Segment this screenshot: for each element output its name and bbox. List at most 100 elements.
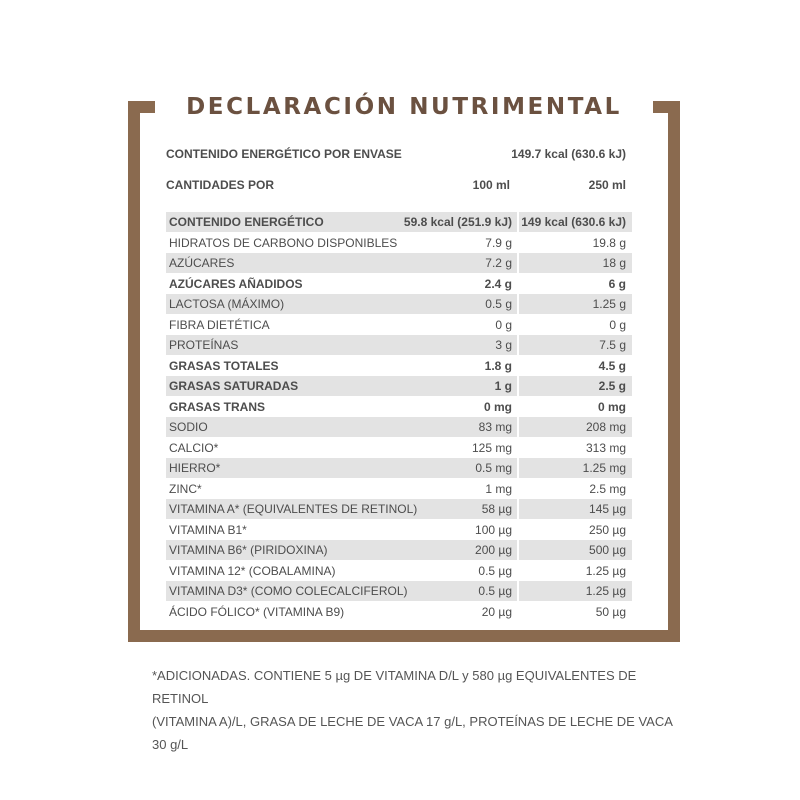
table-row: AZÚCARES 7.2 g 18 g bbox=[166, 253, 632, 274]
nutrient-name: ÁCIDO FÓLICO* (VITAMINA B9) bbox=[169, 604, 345, 619]
nutrient-name: GRASAS SATURADAS bbox=[169, 379, 299, 393]
column-divider bbox=[517, 253, 519, 273]
nutrient-name: GRASAS TRANS bbox=[169, 399, 266, 414]
nutrient-name: VITAMINA 12* (COBALAMINA) bbox=[169, 563, 336, 578]
quantities-col-250ml: 250 ml bbox=[588, 178, 626, 192]
column-divider bbox=[517, 519, 519, 539]
value-per-250ml: 0 g bbox=[609, 317, 626, 332]
value-per-250ml: 1.25 µg bbox=[585, 563, 626, 578]
table-row: FIBRA DIETÉTICA 0 g 0 g bbox=[166, 314, 632, 335]
value-per-100ml: 2.4 g bbox=[484, 276, 512, 291]
table-row: VITAMINA D3* (COMO COLECALCIFEROL) 0.5 µg… bbox=[166, 581, 632, 602]
value-per-250ml: 250 µg bbox=[589, 522, 626, 537]
table-row: LACTOSA (MÁXIMO) 0.5 g 1.25 g bbox=[166, 294, 632, 315]
table-row: VITAMINA B6* (PIRIDOXINA) 200 µg 500 µg bbox=[166, 540, 632, 561]
nutrient-name: ZINC* bbox=[169, 481, 202, 496]
table-row: SODIO 83 mg 208 mg bbox=[166, 417, 632, 438]
value-per-100ml: 0.5 g bbox=[485, 297, 512, 311]
value-per-250ml: 149 kcal (630.6 kJ) bbox=[521, 215, 626, 229]
energy-per-container-label: CONTENIDO ENERGÉTICO POR ENVASE bbox=[166, 147, 402, 161]
nutrient-name: HIERRO* bbox=[169, 461, 221, 475]
value-per-100ml: 125 mg bbox=[471, 440, 512, 455]
column-divider bbox=[517, 335, 519, 355]
column-divider bbox=[517, 458, 519, 478]
table-row: AZÚCARES AÑADIDOS 2.4 g 6 g bbox=[166, 273, 632, 294]
nutrient-name: HIDRATOS DE CARBONO DISPONIBLES bbox=[169, 235, 398, 250]
footnote-line-2: (VITAMINA A)/L, GRASA DE LECHE DE VACA 1… bbox=[152, 714, 673, 752]
value-per-100ml: 0.5 µg bbox=[478, 584, 512, 598]
table-row: GRASAS SATURADAS 1 g 2.5 g bbox=[166, 376, 632, 397]
quantities-header-row: CANTIDADES POR 100 ml 250 ml bbox=[166, 175, 632, 195]
nutrient-table: CONTENIDO ENERGÉTICO 59.8 kcal (251.9 kJ)… bbox=[166, 212, 632, 622]
column-divider bbox=[517, 437, 519, 457]
energy-per-container-value: 149.7 kcal (630.6 kJ) bbox=[511, 147, 626, 161]
footnote-line-1: *ADICIONADAS. CONTIENE 5 µg DE VITAMINA … bbox=[152, 668, 637, 706]
column-divider bbox=[517, 540, 519, 560]
value-per-100ml: 1.8 g bbox=[484, 358, 512, 373]
value-per-250ml: 500 µg bbox=[589, 543, 626, 557]
value-per-100ml: 83 mg bbox=[478, 420, 512, 434]
value-per-250ml: 50 µg bbox=[595, 604, 626, 619]
value-per-100ml: 7.2 g bbox=[485, 256, 512, 270]
nutrient-name: VITAMINA A* (EQUIVALENTES DE RETINOL) bbox=[169, 502, 418, 516]
value-per-100ml: 200 µg bbox=[475, 543, 512, 557]
value-per-250ml: 2.5 mg bbox=[589, 481, 626, 496]
value-per-250ml: 2.5 g bbox=[598, 379, 626, 393]
value-per-250ml: 18 g bbox=[602, 256, 626, 270]
nutrient-name: PROTEÍNAS bbox=[169, 338, 239, 352]
value-per-250ml: 19.8 g bbox=[592, 235, 626, 250]
quantities-label: CANTIDADES POR bbox=[166, 178, 275, 192]
value-per-250ml: 1.25 g bbox=[592, 297, 626, 311]
table-row: ZINC* 1 mg 2.5 mg bbox=[166, 478, 632, 499]
value-per-250ml: 1.25 µg bbox=[585, 584, 626, 598]
column-divider bbox=[517, 417, 519, 437]
column-divider bbox=[517, 581, 519, 601]
nutrient-name: VITAMINA B6* (PIRIDOXINA) bbox=[169, 543, 328, 557]
value-per-250ml: 208 mg bbox=[585, 420, 626, 434]
value-per-100ml: 59.8 kcal (251.9 kJ) bbox=[403, 215, 512, 229]
nutrient-name: CALCIO* bbox=[169, 440, 219, 455]
value-per-100ml: 1 mg bbox=[485, 481, 512, 496]
value-per-100ml: 20 µg bbox=[481, 604, 512, 619]
table-row: PROTEÍNAS 3 g 7.5 g bbox=[166, 335, 632, 356]
value-per-100ml: 7.9 g bbox=[485, 235, 512, 250]
column-divider bbox=[517, 601, 519, 621]
column-divider bbox=[517, 273, 519, 293]
nutrient-name: VITAMINA B1* bbox=[169, 522, 247, 537]
column-divider bbox=[517, 232, 519, 252]
nutrient-name: LACTOSA (MÁXIMO) bbox=[169, 297, 285, 311]
column-divider bbox=[517, 478, 519, 498]
column-divider bbox=[517, 355, 519, 375]
column-divider bbox=[517, 499, 519, 519]
nutrient-name: AZÚCARES bbox=[169, 256, 235, 270]
frame-top-right-segment bbox=[653, 101, 680, 113]
nutrient-name: SODIO bbox=[169, 420, 208, 434]
value-per-250ml: 145 µg bbox=[589, 502, 626, 516]
table-row: GRASAS TRANS 0 mg 0 mg bbox=[166, 396, 632, 417]
value-per-250ml: 7.5 g bbox=[599, 338, 626, 352]
column-divider bbox=[517, 294, 519, 314]
value-per-100ml: 58 µg bbox=[481, 502, 512, 516]
column-divider bbox=[517, 212, 519, 232]
value-per-250ml: 4.5 g bbox=[598, 358, 626, 373]
column-divider bbox=[517, 396, 519, 416]
nutrient-name: FIBRA DIETÉTICA bbox=[169, 317, 270, 332]
value-per-100ml: 3 g bbox=[495, 338, 512, 352]
frame-top-left-segment bbox=[128, 101, 155, 113]
footnote: *ADICIONADAS. CONTIENE 5 µg DE VITAMINA … bbox=[152, 664, 682, 756]
value-per-100ml: 0 g bbox=[495, 317, 512, 332]
nutrient-name: GRASAS TOTALES bbox=[169, 358, 279, 373]
nutrient-name: CONTENIDO ENERGÉTICO bbox=[169, 215, 324, 229]
table-row: VITAMINA A* (EQUIVALENTES DE RETINOL) 58 … bbox=[166, 499, 632, 520]
value-per-100ml: 1 g bbox=[494, 379, 512, 393]
panel-title: DECLARACIÓN NUTRIMENTAL bbox=[186, 94, 622, 120]
column-divider bbox=[517, 376, 519, 396]
energy-per-container-row: CONTENIDO ENERGÉTICO POR ENVASE 149.7 kc… bbox=[166, 144, 632, 164]
value-per-250ml: 313 mg bbox=[585, 440, 626, 455]
table-row: HIDRATOS DE CARBONO DISPONIBLES 7.9 g 19.8… bbox=[166, 232, 632, 253]
column-divider bbox=[517, 314, 519, 334]
table-row: CONTENIDO ENERGÉTICO 59.8 kcal (251.9 kJ)… bbox=[166, 212, 632, 233]
value-per-250ml: 1.25 mg bbox=[582, 461, 626, 475]
value-per-250ml: 0 mg bbox=[597, 399, 626, 414]
table-row: CALCIO* 125 mg 313 mg bbox=[166, 437, 632, 458]
